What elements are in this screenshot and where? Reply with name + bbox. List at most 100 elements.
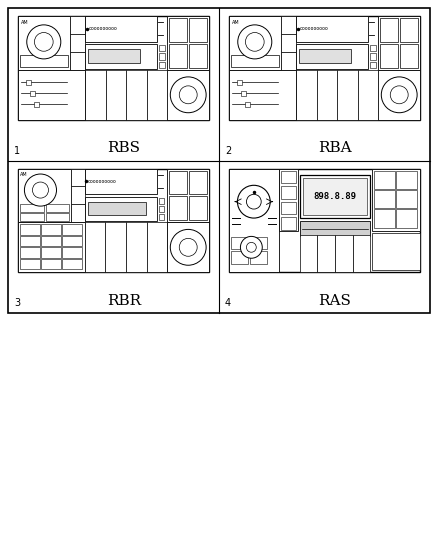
Text: 1: 1 bbox=[14, 146, 20, 156]
Bar bbox=[167, 16, 209, 70]
Bar bbox=[30, 91, 35, 96]
Bar bbox=[41, 259, 61, 269]
Bar bbox=[229, 16, 281, 70]
Bar bbox=[374, 190, 395, 208]
Bar bbox=[85, 197, 157, 221]
Circle shape bbox=[245, 33, 264, 51]
Bar bbox=[281, 217, 296, 230]
Text: AM: AM bbox=[20, 172, 28, 176]
Bar bbox=[167, 222, 209, 272]
Bar bbox=[374, 171, 395, 189]
Bar bbox=[20, 236, 40, 246]
Bar bbox=[188, 70, 209, 120]
Bar bbox=[159, 206, 164, 212]
Bar bbox=[296, 70, 317, 120]
Bar bbox=[300, 235, 318, 272]
Circle shape bbox=[32, 182, 49, 198]
Bar bbox=[126, 70, 147, 120]
Bar bbox=[18, 16, 70, 70]
Bar bbox=[20, 213, 44, 221]
Bar bbox=[353, 235, 371, 272]
Bar bbox=[106, 70, 126, 120]
Bar bbox=[372, 168, 420, 231]
Text: RBS: RBS bbox=[108, 141, 141, 156]
Text: 898.8.89: 898.8.89 bbox=[314, 192, 357, 201]
Circle shape bbox=[247, 195, 261, 209]
Bar bbox=[167, 70, 209, 120]
Bar bbox=[20, 224, 40, 235]
Bar bbox=[281, 16, 296, 34]
Bar bbox=[85, 44, 157, 69]
Bar bbox=[41, 236, 61, 246]
Bar bbox=[400, 44, 418, 68]
Bar bbox=[18, 168, 71, 222]
Bar bbox=[296, 16, 368, 42]
Bar bbox=[281, 52, 296, 70]
Bar bbox=[229, 168, 420, 272]
Bar bbox=[20, 247, 40, 258]
Bar bbox=[281, 201, 296, 214]
Bar bbox=[18, 222, 85, 272]
Bar bbox=[159, 53, 166, 60]
Bar bbox=[18, 168, 209, 272]
Bar bbox=[85, 70, 106, 120]
Text: 3: 3 bbox=[14, 298, 20, 308]
Bar bbox=[371, 62, 376, 68]
Bar bbox=[396, 209, 417, 228]
Bar bbox=[159, 198, 164, 204]
Bar bbox=[20, 55, 67, 67]
Bar bbox=[374, 209, 395, 228]
Text: RAS: RAS bbox=[318, 294, 351, 308]
Bar bbox=[279, 168, 298, 231]
Bar bbox=[106, 222, 126, 272]
Bar bbox=[189, 44, 207, 68]
Bar bbox=[317, 70, 337, 120]
Bar bbox=[62, 224, 82, 235]
Bar bbox=[281, 171, 296, 183]
Bar bbox=[147, 70, 168, 120]
Bar bbox=[381, 18, 398, 42]
Circle shape bbox=[390, 86, 408, 104]
Circle shape bbox=[25, 174, 57, 206]
Bar bbox=[371, 45, 376, 51]
Bar bbox=[126, 222, 147, 272]
Circle shape bbox=[237, 185, 270, 218]
Bar bbox=[337, 70, 358, 120]
Circle shape bbox=[381, 77, 417, 113]
Text: AM: AM bbox=[21, 20, 28, 25]
Bar bbox=[371, 53, 376, 60]
Bar bbox=[299, 49, 351, 63]
Circle shape bbox=[238, 25, 272, 59]
Text: 4: 4 bbox=[225, 298, 231, 308]
Bar bbox=[147, 222, 167, 272]
Bar bbox=[300, 221, 371, 236]
Circle shape bbox=[179, 238, 197, 256]
Bar bbox=[26, 80, 31, 85]
Bar bbox=[46, 204, 70, 212]
Bar bbox=[318, 235, 335, 272]
Bar bbox=[358, 70, 378, 120]
Bar bbox=[241, 91, 246, 96]
Bar bbox=[300, 175, 371, 219]
Bar bbox=[18, 70, 85, 120]
Bar bbox=[41, 247, 61, 258]
Bar bbox=[88, 49, 140, 63]
Bar bbox=[70, 52, 85, 70]
Bar bbox=[41, 224, 61, 235]
Bar bbox=[281, 186, 296, 199]
Bar bbox=[396, 171, 417, 189]
Bar bbox=[378, 70, 420, 120]
Bar bbox=[229, 168, 279, 272]
Bar bbox=[170, 171, 187, 195]
Bar bbox=[71, 205, 85, 222]
Circle shape bbox=[35, 33, 53, 51]
Text: RBA: RBA bbox=[318, 141, 352, 156]
Bar bbox=[245, 102, 250, 107]
Bar bbox=[88, 201, 146, 215]
Bar bbox=[8, 8, 430, 313]
Bar bbox=[170, 197, 187, 221]
Bar bbox=[381, 44, 398, 68]
Bar bbox=[250, 252, 267, 264]
Bar bbox=[34, 102, 39, 107]
Bar bbox=[62, 236, 82, 246]
